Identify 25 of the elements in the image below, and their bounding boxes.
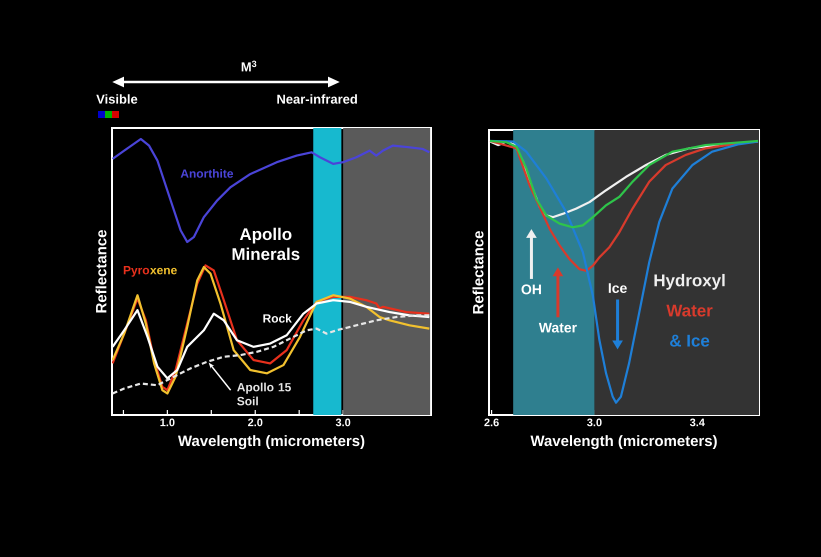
- x-tick-label: 2.6: [484, 418, 499, 426]
- x-axis-title: Wavelength (micrometers): [530, 435, 717, 450]
- x-tick-label: 3.0: [587, 418, 602, 426]
- annotation: Apollo Minerals: [232, 228, 300, 260]
- text: & Ice: [670, 334, 710, 347]
- x-axis-title: Wavelength (micrometers): [178, 435, 364, 450]
- x-tick-label: 3.0: [336, 418, 350, 426]
- annotation: Ice: [608, 283, 627, 293]
- text: Water: [666, 304, 713, 317]
- series-label: Rock: [263, 314, 292, 323]
- text: Visible: [96, 94, 138, 104]
- text: Hydroxyl: [654, 274, 725, 290]
- text: Pyro: [124, 266, 150, 277]
- annotation: OH: [522, 284, 541, 294]
- x-tick-label: 2.0: [248, 418, 262, 426]
- text: Near-infrared: [277, 94, 357, 104]
- y-axis-title: Reflectance: [96, 230, 106, 312]
- text: M$^{3}$: [242, 60, 256, 72]
- series-label: Anorthite: [180, 169, 234, 178]
- x-tick-label: 1.0: [160, 418, 175, 426]
- annotation: Water: [538, 322, 577, 333]
- series-label: xene: [150, 268, 177, 274]
- y-axis-title: Reflectance: [472, 231, 484, 314]
- x-tick-label: 3.4: [690, 418, 705, 426]
- text: Apollo 15 Soil: [237, 382, 291, 406]
